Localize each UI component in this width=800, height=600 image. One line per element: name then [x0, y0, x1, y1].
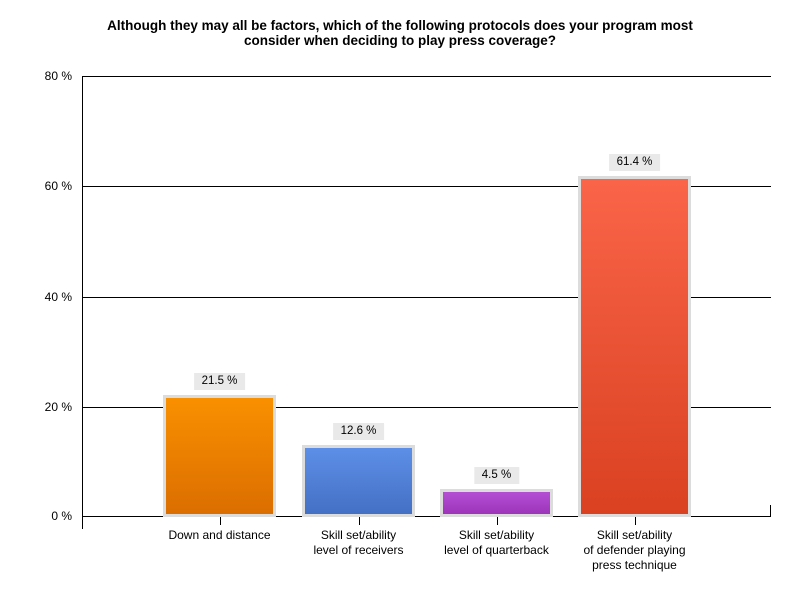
x-axis-category-label-line: press technique	[592, 558, 677, 572]
x-axis-end-tick	[770, 505, 771, 517]
x-axis-category-label-line: Down and distance	[168, 528, 271, 542]
x-axis-category-label-line: Skill set/ability	[320, 528, 397, 542]
x-axis-category-label-line: Skill set/ability	[596, 528, 673, 542]
bar	[163, 395, 276, 517]
plot-area: 0 % 20 % 40 % 60 % 80 % 21.5 % Down and distan…	[45, 69, 771, 572]
y-axis-line	[82, 76, 83, 529]
x-axis-tick	[497, 517, 498, 525]
y-axis-tick-label: 80 %	[44, 69, 72, 83]
x-axis-tick	[359, 517, 360, 525]
chart-title: Although they may all be factors, which …	[50, 18, 750, 48]
x-axis-category-label: Down and distance	[135, 528, 305, 543]
bar	[578, 176, 691, 517]
bar-value-label: 12.6 %	[332, 423, 385, 440]
x-axis-category-label-line: of defender playing	[583, 543, 686, 557]
x-axis-category-label-line: level of quarterback	[444, 543, 549, 557]
y-gridline	[82, 186, 771, 187]
y-axis-tick-label: 60 %	[44, 179, 72, 193]
x-axis-category-label: Skill set/ability of defender playing pres…	[550, 528, 720, 573]
bar-value-label: 21.5 %	[193, 373, 246, 390]
y-axis-tick-label: 40 %	[44, 290, 72, 304]
y-gridline	[82, 297, 771, 298]
y-gridline	[82, 516, 771, 517]
bar	[440, 489, 553, 517]
x-axis-category-label: Skill set/ability level of receivers	[274, 528, 444, 558]
bar-value-label: 4.5 %	[473, 467, 520, 484]
y-axis-tick-label: 0 %	[51, 509, 72, 523]
x-axis-category-label: Skill set/ability level of quarterback	[412, 528, 582, 558]
bar-value-label: 61.4 %	[608, 154, 661, 171]
bar	[302, 445, 415, 517]
y-axis-tick-label: 20 %	[44, 400, 72, 414]
x-axis-tick	[220, 517, 221, 525]
x-axis-category-label-line: level of receivers	[313, 543, 404, 557]
x-axis-category-label-line: Skill set/ability	[458, 528, 535, 542]
y-gridline	[82, 76, 771, 77]
x-axis-tick	[635, 517, 636, 525]
chart-title-line1: Although they may all be factors, which …	[107, 18, 693, 33]
chart-title-line2: consider when deciding to play press cov…	[243, 33, 557, 48]
y-gridline	[82, 407, 771, 408]
